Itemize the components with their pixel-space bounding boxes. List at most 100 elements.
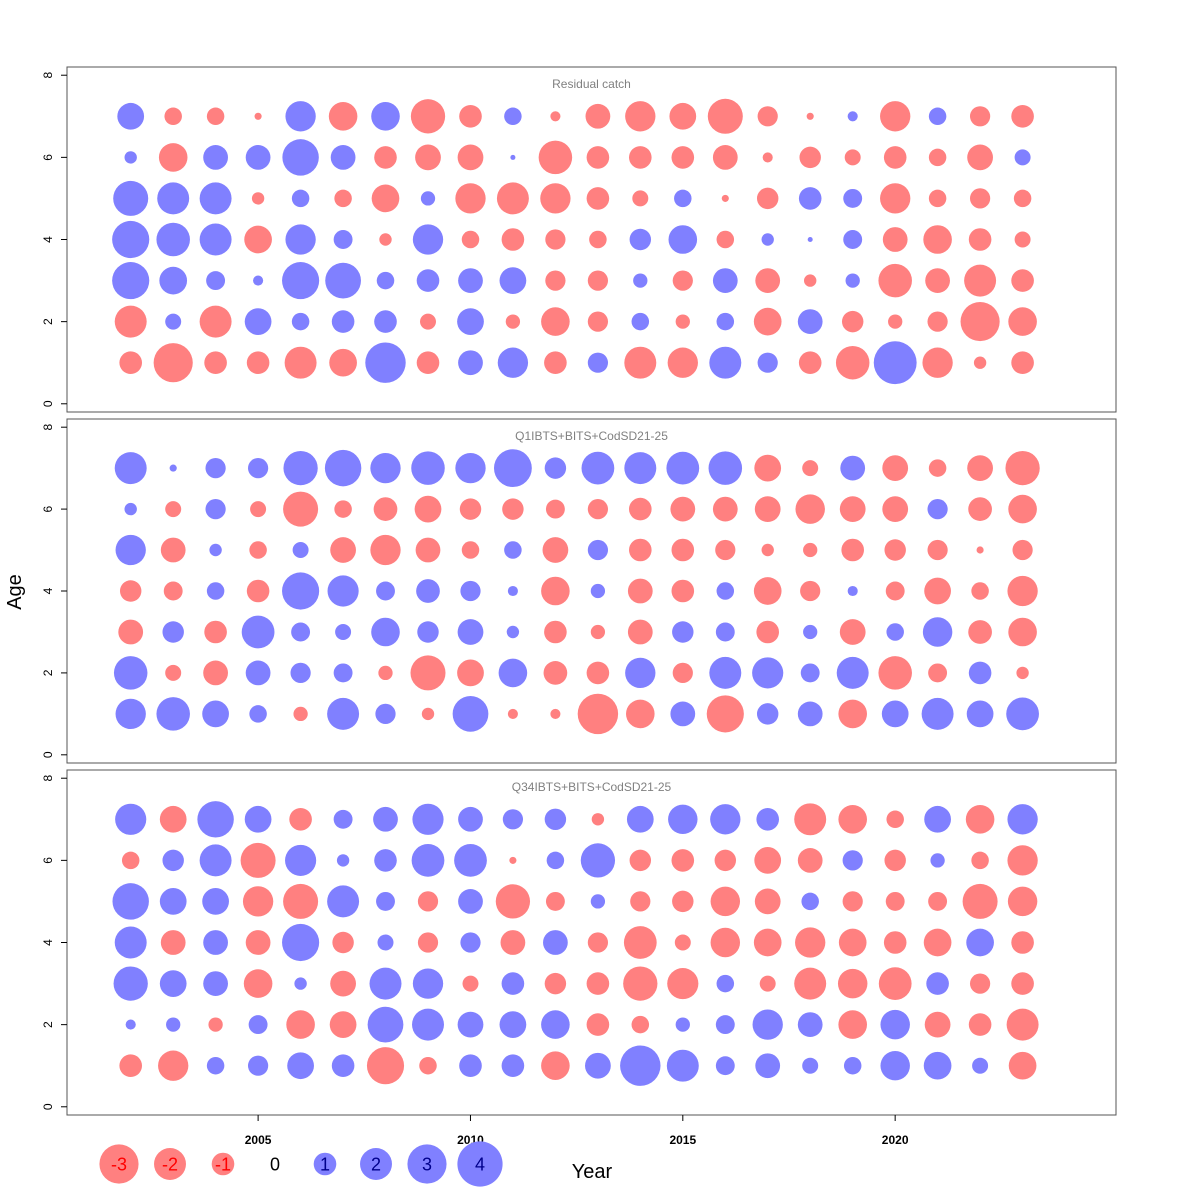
residual-bubble <box>119 580 142 602</box>
residual-bubble <box>1012 539 1033 561</box>
residual-bubble <box>500 930 526 955</box>
residual-bubble <box>800 663 820 683</box>
y-tick-label: 2 <box>41 1021 55 1028</box>
residual-bubble <box>327 697 360 730</box>
residual-bubble <box>420 191 436 206</box>
residual-bubble <box>327 575 359 607</box>
residual-bubble <box>245 930 271 955</box>
residual-bubble <box>365 342 406 383</box>
residual-bubble <box>623 966 658 1001</box>
residual-bubble <box>247 457 269 479</box>
residual-bubble <box>199 844 232 877</box>
residual-bubble <box>807 236 813 243</box>
residual-bubble <box>159 805 187 833</box>
residual-bubble <box>880 1009 910 1040</box>
residual-bubble <box>675 1017 690 1032</box>
residual-bubble <box>927 311 948 332</box>
residual-bubble <box>248 1015 268 1035</box>
residual-bubble <box>757 352 778 373</box>
residual-bubble <box>878 656 912 690</box>
residual-bubble <box>113 966 148 1001</box>
residual-bubble <box>756 620 779 644</box>
residual-bubble <box>928 189 947 208</box>
legend-bubble <box>211 1152 235 1176</box>
residual-bubble <box>114 452 147 485</box>
residual-bubble <box>757 106 778 127</box>
residual-bubble <box>715 622 735 642</box>
residual-bubble <box>709 346 742 379</box>
residual-bubble <box>165 501 182 518</box>
residual-bubble <box>797 309 823 334</box>
residual-bubble <box>716 582 735 600</box>
residual-bubble <box>545 891 565 911</box>
residual-bubble <box>501 972 525 995</box>
residual-bubble <box>327 885 360 918</box>
residual-bubble <box>415 537 441 563</box>
residual-bubble <box>124 502 137 516</box>
residual-bubble <box>543 661 568 685</box>
residual-bubble <box>367 1006 404 1043</box>
residual-bubble <box>334 500 352 518</box>
residual-bubble <box>587 270 609 291</box>
residual-bubble <box>844 149 861 166</box>
residual-bubble <box>926 972 949 995</box>
residual-bubble <box>759 975 776 992</box>
residual-bubble <box>332 931 354 954</box>
residual-bubble <box>545 499 565 519</box>
residual-bubble <box>458 806 483 832</box>
residual-bubble <box>884 849 906 872</box>
residual-bubble <box>159 266 188 295</box>
residual-bubble <box>1008 1051 1037 1080</box>
residual-bubble <box>497 347 529 378</box>
residual-bubble <box>1007 886 1038 917</box>
residual-bubble <box>752 657 784 689</box>
residual-bubble <box>801 892 819 911</box>
residual-bubble <box>115 698 146 730</box>
residual-bubble <box>247 1055 269 1076</box>
residual-bubble <box>587 311 609 332</box>
residual-bubble <box>840 455 866 481</box>
residual-bubble <box>542 537 569 563</box>
residual-bubble <box>371 617 400 647</box>
residual-bubble <box>374 849 397 872</box>
residual-bubble <box>203 971 228 996</box>
residual-bubble <box>374 146 397 169</box>
residual-bubble <box>452 696 489 732</box>
residual-bubble <box>199 182 232 215</box>
residual-bubble <box>798 351 822 375</box>
residual-bubble <box>843 188 863 208</box>
residual-bubble <box>928 663 948 683</box>
residual-bubble <box>798 187 822 210</box>
y-tick-label: 6 <box>41 154 55 161</box>
residual-bubble <box>669 102 697 130</box>
residual-bubble <box>458 268 483 293</box>
residual-bubble <box>753 307 782 336</box>
residual-bubble <box>493 449 532 488</box>
residual-bubble <box>964 264 997 297</box>
residual-bubble <box>159 970 187 997</box>
residual-bubble <box>969 973 991 994</box>
residual-bubble <box>668 804 698 835</box>
residual-bubble <box>888 314 903 329</box>
residual-bubble <box>455 452 486 484</box>
residual-bubble <box>117 102 145 130</box>
residual-bubble <box>591 813 605 826</box>
residual-bubble <box>159 888 187 915</box>
residual-bubble <box>410 99 446 134</box>
residual-bubble <box>376 581 395 601</box>
residual-bubble <box>1011 931 1034 954</box>
residual-bubble <box>590 583 606 599</box>
legend-label: -2 <box>162 1154 178 1174</box>
residual-bubble <box>282 262 320 300</box>
residual-bubble <box>325 262 361 299</box>
residual-bubble <box>924 805 951 833</box>
residual-bubble <box>416 579 440 603</box>
residual-bubble <box>507 585 518 597</box>
residual-bubble <box>971 582 989 600</box>
residual-bubble <box>254 112 262 120</box>
residual-bubble <box>714 849 737 872</box>
residual-bubble <box>417 891 439 912</box>
residual-bubble <box>294 977 307 990</box>
residual-bubble <box>550 111 561 122</box>
residual-bubble <box>113 656 148 690</box>
